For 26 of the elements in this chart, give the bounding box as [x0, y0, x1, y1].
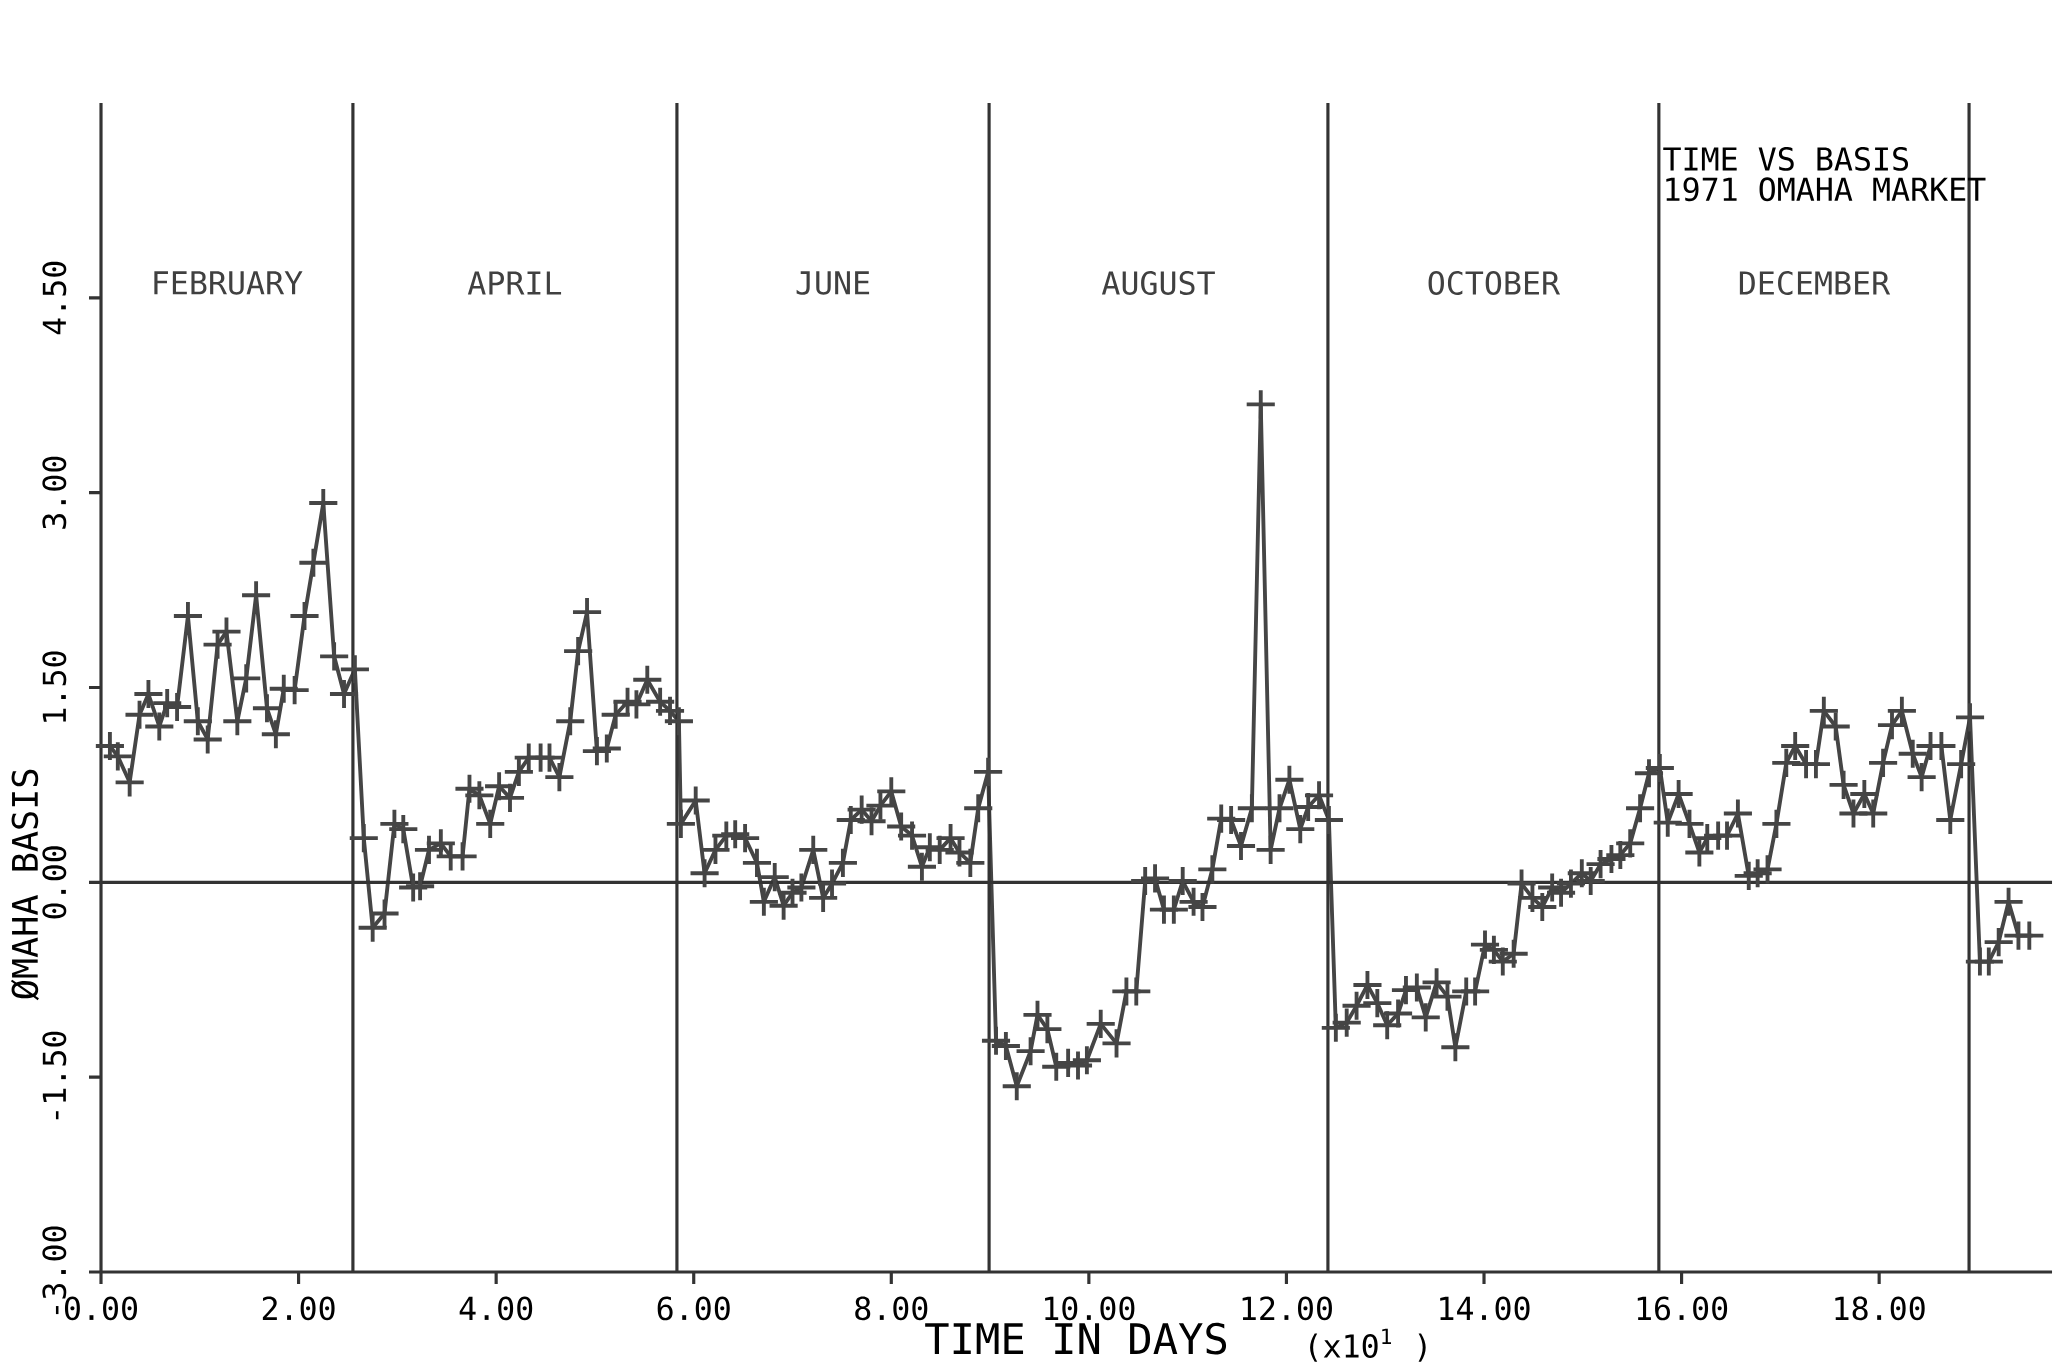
x-tick-label: 18.00	[1835, 1296, 1925, 1321]
annotation: AUGUST	[1101, 271, 1215, 295]
x-tick-label: 0.00	[64, 1296, 138, 1321]
y-tick-label: 1.50	[42, 651, 67, 722]
y-tick-label: 4.50	[42, 261, 67, 335]
x-tick-label: 2.00	[262, 1296, 335, 1321]
y-tick-label: -1.50	[42, 1031, 67, 1120]
x-axis-title: TIME IN DAYS	[925, 1322, 1227, 1355]
y-tick-label: 3.00	[42, 456, 67, 529]
y-tick-label: -3.00	[42, 1226, 67, 1315]
x-tick-label: 6.00	[657, 1296, 730, 1321]
x-tick-label: 10.00	[1045, 1296, 1135, 1321]
x-tick-label: 14.00	[1440, 1296, 1530, 1321]
y-tick-label: 0.00	[42, 846, 67, 919]
annotation: APRIL	[467, 271, 562, 295]
annotation: FEBRUARY	[154, 271, 303, 295]
x-tick-label: 4.00	[459, 1296, 533, 1321]
x-tick-label: 16.00	[1637, 1296, 1728, 1321]
x-tick-label: 8.00	[855, 1296, 928, 1321]
text: TIME VS BASIS	[1663, 146, 1909, 171]
y-axis-title: ØMAHA BASIS	[10, 769, 39, 1001]
annotation: DECEMBER	[1739, 271, 1891, 295]
annotation: OCTOBER	[1428, 271, 1561, 295]
x-tick-label: 12.00	[1242, 1296, 1332, 1321]
text: (x10$^{1}$ )	[1310, 1328, 1426, 1362]
annotation: JUNE	[796, 271, 870, 295]
